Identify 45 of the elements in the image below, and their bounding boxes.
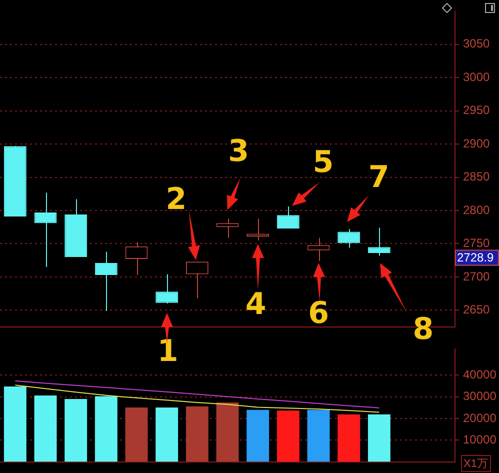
bar [64,399,88,462]
y-tick-label: 3000 [463,70,490,84]
candlestick [276,206,300,229]
candlestick [186,261,208,299]
candlestick [125,242,148,276]
y-axis-title: X1万 [460,455,491,472]
y-tick-label: 2800 [463,202,490,217]
y-tick-label: 2650 [463,302,490,316]
candlestick [34,192,57,268]
y-tick-label: 20000 [463,410,497,425]
bar [186,406,208,462]
annotation: 4 [245,287,266,322]
y-tick-label: 3050 [463,36,490,51]
annotation: 3 [228,134,249,169]
candlestick [368,227,390,256]
bar [216,402,239,462]
candlestick [156,274,178,304]
annotation: 7 [368,160,390,195]
y-tick-label: 30000 [463,389,497,404]
bar [307,410,330,462]
y-tick-label: 2700 [463,269,490,284]
candlestick [307,237,330,262]
y-tick-label: 2750 [463,236,490,250]
candlestick [338,228,360,248]
bar [156,407,178,462]
bar [338,414,360,462]
annotation: 1 [157,334,178,369]
candlestick [216,218,239,238]
bar [94,396,118,462]
annotation: 2728.9 [457,250,494,265]
y-tick-label: 2900 [463,136,490,150]
y-tick-label: 10000 [463,432,497,446]
annotation: 2 [166,182,187,217]
y-tick-label: 2950 [463,103,490,118]
bar [246,410,270,462]
bar [368,414,390,462]
bar [276,410,300,462]
bar [4,386,26,462]
bar [125,407,148,462]
annotation: 5 [312,145,334,180]
y-tick-label: 40000 [463,367,497,382]
candlestick [94,251,118,312]
annotation: 6 [308,296,329,331]
bar [34,396,57,462]
y-tick-label: 2850 [463,170,490,184]
